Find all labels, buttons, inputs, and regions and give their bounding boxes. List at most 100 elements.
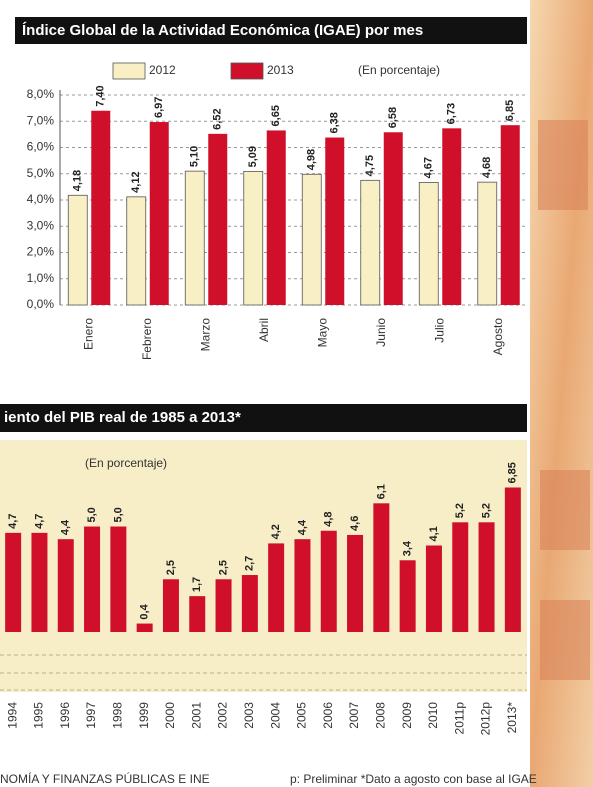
title-bar [0, 404, 527, 432]
bar [149, 122, 169, 305]
y-tick-label: 3,0% [27, 218, 55, 232]
value-label: 5,2 [480, 503, 492, 518]
x-tick-label: Junio [374, 318, 388, 347]
x-tick-label: 2003 [242, 702, 256, 729]
bar [418, 182, 439, 306]
x-tick-label: 2001 [189, 702, 203, 729]
subtitle: (En porcentaje) [85, 456, 167, 470]
y-tick-label: 2,0% [27, 245, 55, 259]
x-tick-label: 2011p [452, 702, 466, 735]
value-label: 2,7 [244, 556, 256, 571]
x-tick-label: Marzo [198, 318, 212, 352]
value-label: 5,10 [189, 146, 201, 167]
value-label: 5,0 [112, 507, 124, 522]
footnote: p: Preliminar *Dato a agosto con base al… [290, 772, 537, 786]
bar [241, 575, 258, 632]
value-label: 6,85 [507, 462, 519, 483]
value-label: 0,4 [139, 603, 151, 619]
y-tick-label: 5,0% [27, 166, 55, 180]
bar [504, 487, 521, 632]
value-label: 4,75 [364, 155, 376, 176]
bar [360, 179, 381, 306]
value-label: 6,73 [446, 103, 458, 124]
chart-title: Índice Global de la Actividad Económica … [22, 22, 423, 39]
chart-title: iento del PIB real de 1985 a 2013* [4, 409, 241, 426]
bar [184, 170, 205, 306]
value-label: 4,7 [33, 514, 45, 529]
x-tick-label: Mayo [315, 318, 329, 348]
x-tick-label: 2010 [426, 702, 440, 729]
value-label: 4,12 [130, 171, 142, 192]
bar [294, 539, 311, 632]
bar [136, 623, 153, 632]
y-tick-label: 7,0% [27, 113, 55, 127]
bar [31, 532, 48, 632]
bar [442, 128, 462, 305]
bar [500, 125, 520, 305]
value-label: 6,85 [504, 100, 516, 121]
bar [383, 132, 403, 305]
bar [67, 194, 88, 306]
bar [301, 173, 322, 306]
bar [5, 532, 22, 632]
value-label: 5,2 [454, 503, 466, 518]
value-label: 4,2 [270, 524, 282, 539]
x-tick-label: 2008 [374, 702, 388, 729]
bar [325, 137, 345, 305]
decorative-lines [0, 654, 527, 691]
value-label: 4,67 [423, 157, 435, 178]
value-label: 6,38 [329, 112, 341, 133]
y-tick-label: 6,0% [27, 140, 55, 154]
value-label: 6,65 [270, 105, 282, 126]
value-label: 2,5 [217, 560, 229, 575]
value-label: 5,09 [247, 146, 259, 167]
bar [266, 130, 286, 305]
y-tick-label: 1,0% [27, 271, 55, 285]
bar [399, 560, 416, 632]
value-label: 4,98 [306, 149, 318, 170]
title-bar [15, 17, 527, 44]
value-label: 7,40 [95, 85, 107, 106]
x-tick-label: 1998 [111, 702, 125, 729]
legend-label: 2012 [149, 63, 176, 77]
x-tick-label: 2013* [505, 702, 519, 734]
x-tick-label: 2009 [400, 702, 414, 729]
source: NOMÍA Y FINANZAS PÚBLICAS E INE [0, 771, 210, 786]
value-label: 4,18 [72, 170, 84, 191]
bar [189, 596, 206, 632]
x-tick-label: Febrero [140, 318, 154, 360]
x-tick-label: Julio [432, 318, 446, 343]
y-tick-label: 0,0% [27, 297, 55, 311]
bar [84, 526, 101, 632]
decorative-bill [538, 120, 588, 210]
x-tick-label: 2012p [479, 702, 493, 736]
bar [91, 110, 111, 305]
value-label: 4,1 [428, 526, 440, 541]
decorative-bill [540, 600, 590, 680]
x-tick-label: 1999 [137, 702, 151, 729]
bar [477, 181, 498, 306]
value-label: 4,6 [349, 516, 361, 531]
bar [478, 522, 495, 632]
value-label: 4,8 [323, 511, 335, 526]
x-tick-label: 2007 [347, 702, 361, 729]
value-label: 1,7 [191, 577, 203, 592]
legend-swatch [112, 62, 146, 80]
x-tick-label: 2005 [295, 702, 309, 729]
bar [243, 170, 264, 306]
bar [126, 196, 147, 306]
x-tick-label: Abril [257, 318, 271, 342]
subtitle: (En porcentaje) [358, 63, 440, 77]
y-tick-label: 8,0% [27, 87, 55, 101]
x-tick-label: 2002 [216, 702, 230, 729]
bar [452, 522, 469, 632]
x-tick-label: 2004 [268, 702, 282, 729]
plot-background [0, 440, 527, 692]
value-label: 2,5 [165, 560, 177, 575]
x-tick-label: 1996 [58, 702, 72, 729]
value-label: 6,97 [153, 97, 165, 118]
x-tick-label: 2006 [321, 702, 335, 729]
value-label: 6,1 [375, 484, 387, 499]
bar [320, 530, 337, 632]
